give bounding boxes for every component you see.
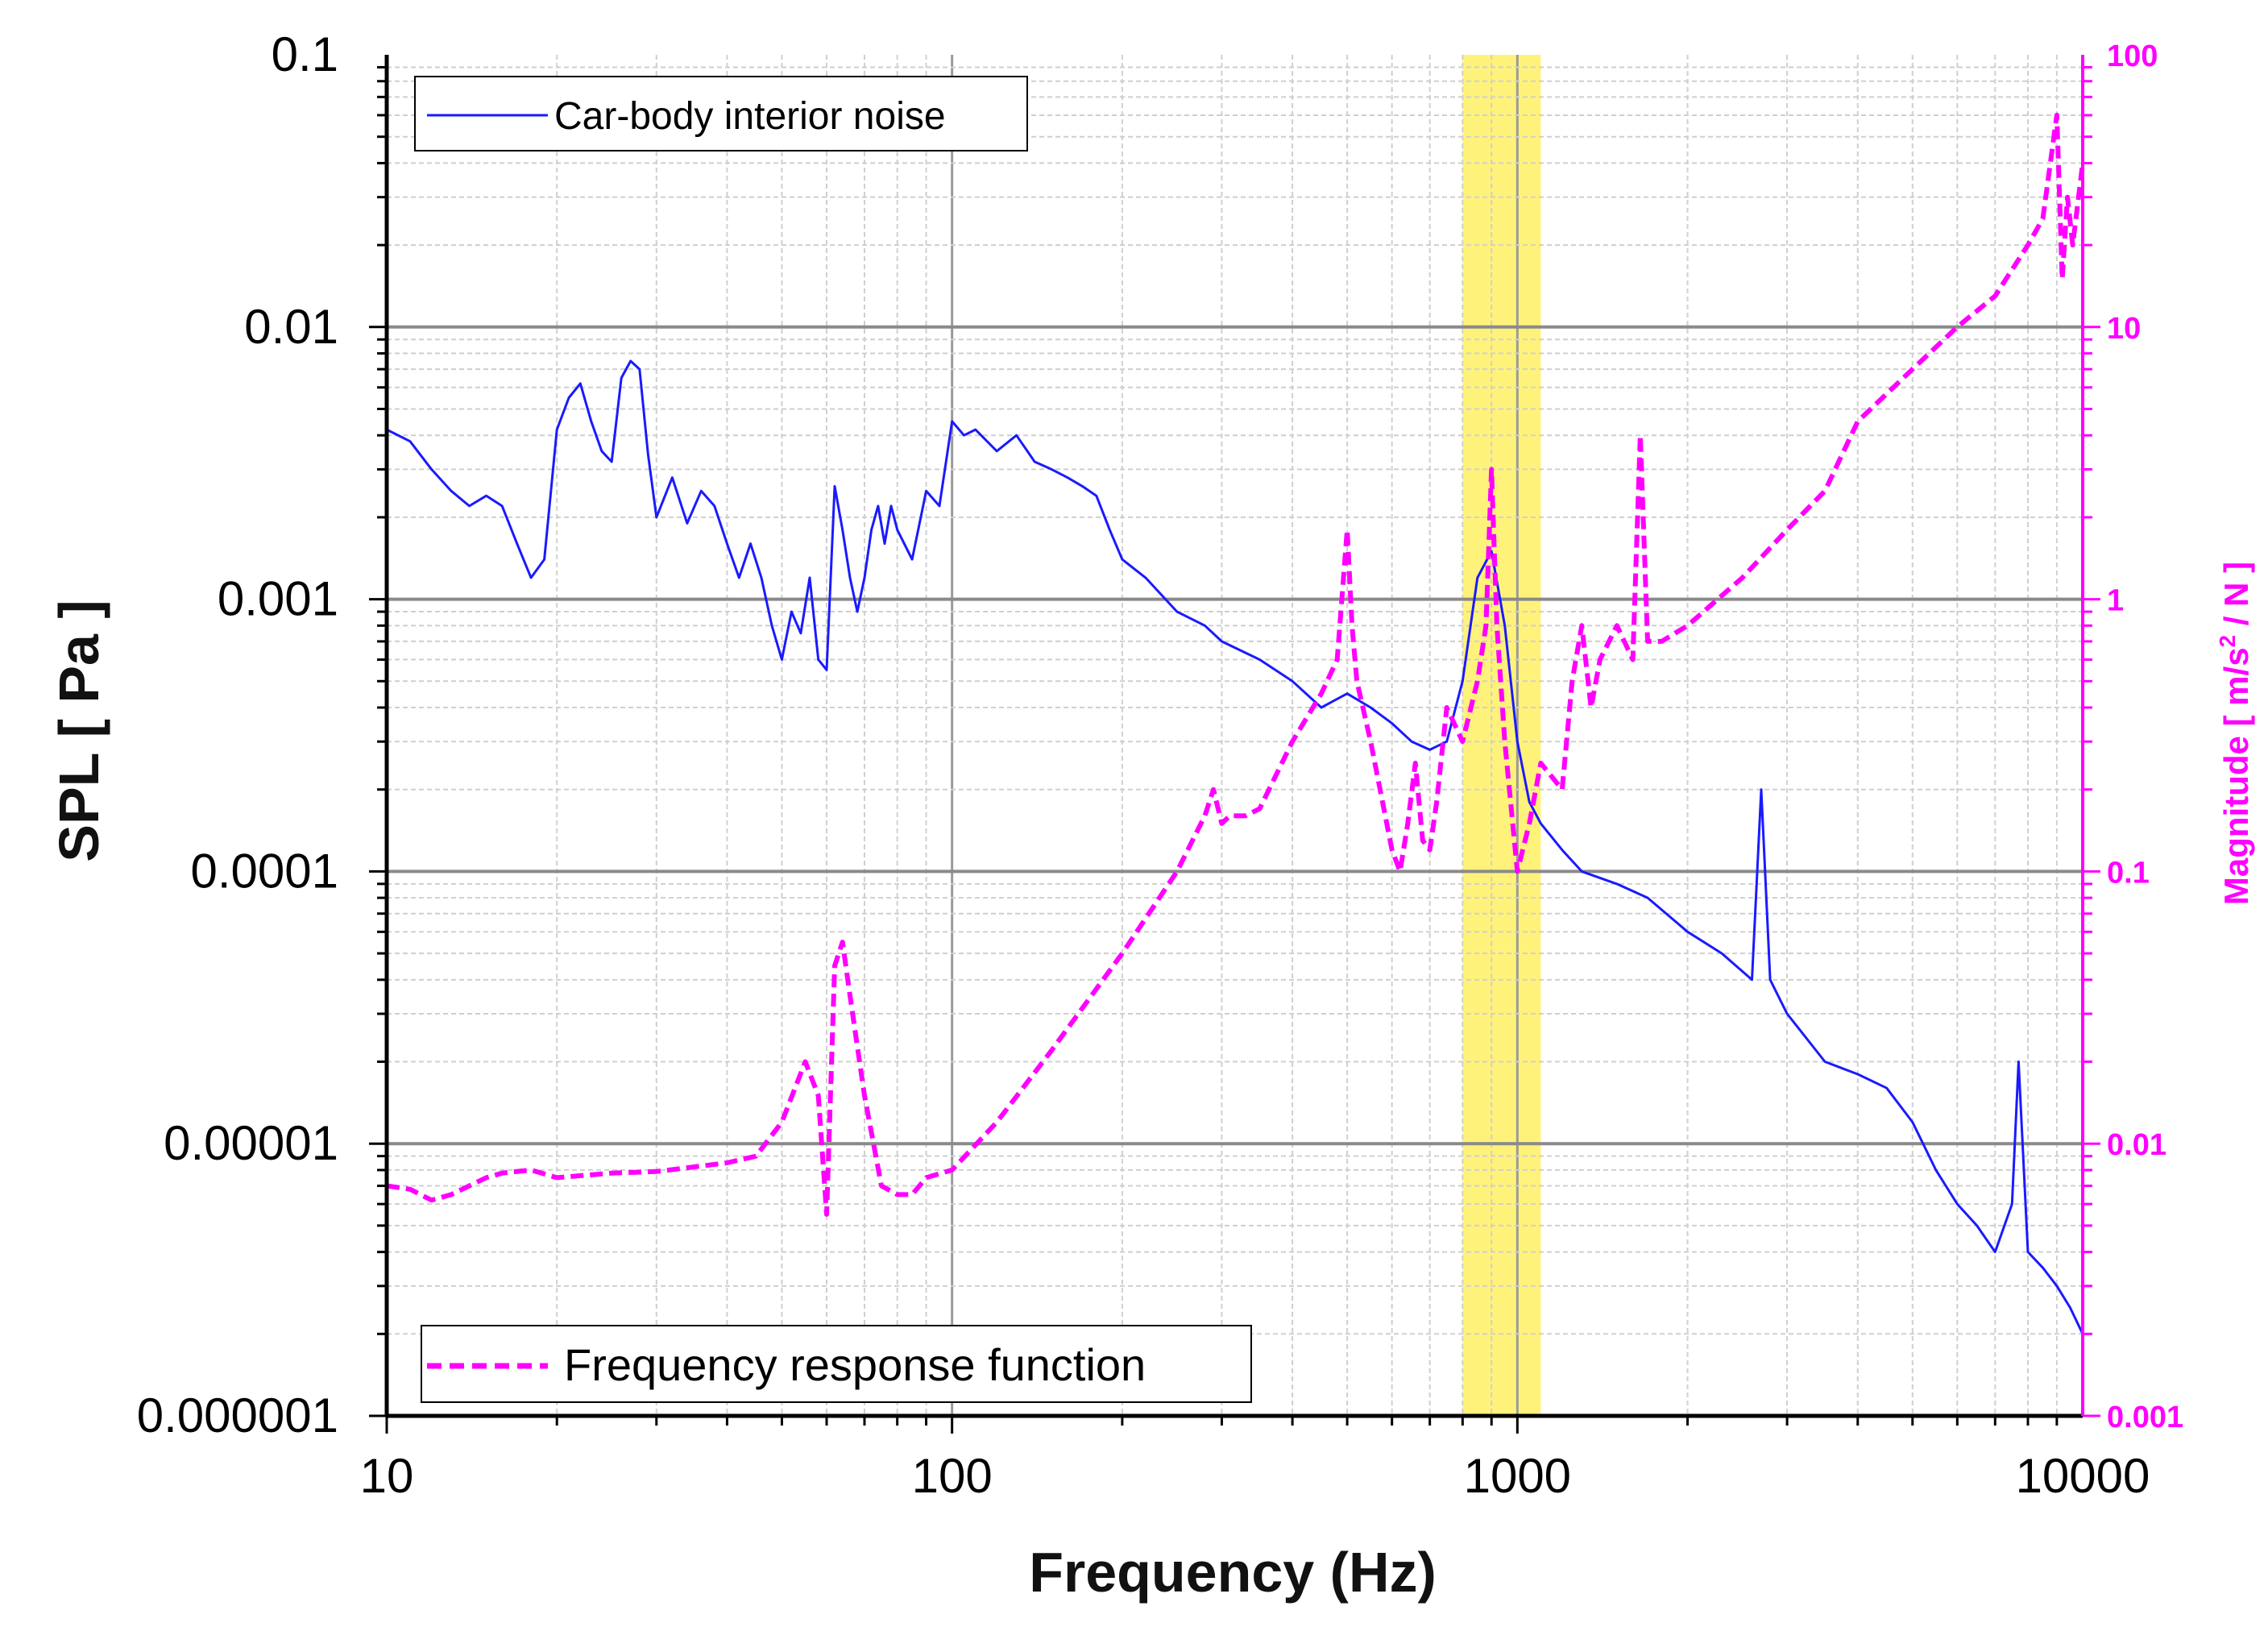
legend-frf-box	[421, 1325, 1252, 1403]
y2-tick-label: 0.001	[2107, 1401, 2183, 1434]
y2-tick-label: 0.1	[2107, 856, 2150, 890]
y2-axis-title-superscript: 2	[2215, 635, 2240, 648]
legend-frf-label: Frequency response function	[564, 1339, 1146, 1390]
y2-axis-title-main: Magnitude [ m/s	[2217, 647, 2255, 905]
legend-frf: Frequency response function	[421, 1325, 1252, 1403]
x-tick-label: 1000	[1464, 1449, 1571, 1503]
tick-label-layer: 10 100 1000 10000 0.1 0.01 0.001 0.0001 0.00001 0…	[137, 27, 2183, 1503]
y2-tick-label: 100	[2107, 39, 2158, 73]
y-tick-label: 0.000001	[137, 1388, 338, 1442]
y2-tick-label: 10	[2107, 312, 2141, 346]
y-tick-label: 0.01	[244, 300, 338, 354]
series-layer	[386, 112, 2085, 1334]
y2-tick-label: 0.01	[2107, 1128, 2166, 1162]
legend-interior-noise: Car-body interior noise	[414, 76, 1028, 151]
x-axis-title: Frequency (Hz)	[1029, 1541, 1437, 1604]
x-tick-label: 10000	[2016, 1449, 2150, 1503]
y-tick-label: 0.001	[218, 572, 338, 626]
y-axis-title: SPL [ Pa ]	[48, 600, 110, 861]
y2-tick-label: 1	[2107, 584, 2124, 618]
y-tick-label: 0.1	[272, 27, 338, 81]
series-frf-line	[386, 112, 2085, 1217]
x-tick-label: 10	[360, 1449, 414, 1503]
axes-layer	[369, 55, 2100, 1434]
y-tick-label: 0.00001	[164, 1116, 338, 1170]
x-tick-label: 100	[912, 1449, 993, 1503]
y-tick-label: 0.0001	[190, 844, 338, 898]
highlight-band-layer	[1462, 55, 1541, 1416]
legend-interior-noise-box	[414, 76, 1028, 151]
legend-interior-noise-label: Car-body interior noise	[554, 95, 946, 138]
y2-axis-title: Magnitude [ m/s2 / N ]	[2215, 562, 2255, 905]
y2-axis-title-tail: / N ]	[2217, 562, 2255, 635]
series-interior-noise-line	[386, 359, 2084, 1334]
highlight-band	[1462, 55, 1541, 1416]
